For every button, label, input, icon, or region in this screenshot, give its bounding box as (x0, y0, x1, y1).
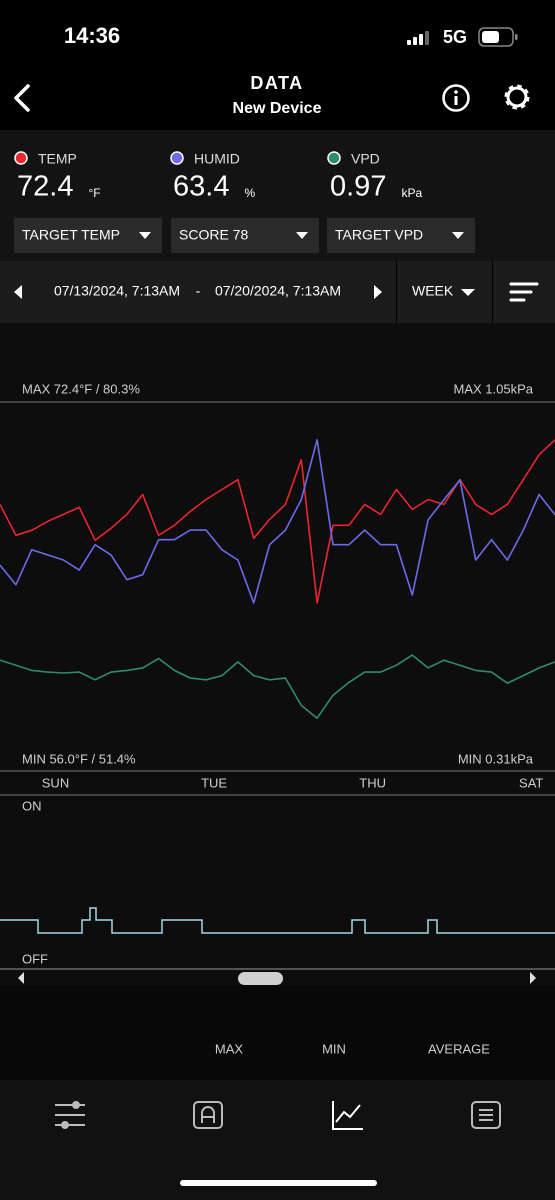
dropdown-label: TARGET VPD (335, 227, 423, 243)
reading-label: TEMP (38, 151, 77, 167)
stat-label: MAX (215, 1041, 244, 1056)
series-line (0, 439, 555, 604)
scroll-thumb[interactable] (238, 972, 283, 985)
stat-label: MIN (322, 1041, 346, 1056)
date-bar-bg (0, 261, 555, 323)
header-title: DATA (250, 73, 303, 93)
prev-button[interactable] (14, 285, 22, 299)
reading-label: VPD (351, 151, 380, 167)
dropdown[interactable]: TARGET TEMP (14, 218, 162, 253)
date-start: 07/13/2024, 7:13AM (54, 283, 180, 299)
reading-value: 72.4 (17, 171, 73, 203)
series-line (0, 654, 555, 719)
period-dropdown[interactable]: WEEK (412, 283, 475, 299)
info-button[interactable] (442, 84, 470, 112)
legend-dot (14, 151, 28, 165)
battery-icon (478, 27, 518, 47)
dropdown[interactable]: TARGET VPD (327, 218, 475, 253)
date-separator: - (196, 283, 201, 299)
tab-log[interactable] (471, 1101, 501, 1129)
stats-bg (0, 985, 555, 1080)
dropdown-label: TARGET TEMP (22, 227, 120, 243)
signal-icon (407, 31, 429, 45)
period-label: WEEK (412, 283, 454, 299)
legend-dot (327, 151, 341, 165)
reading-unit: °F (88, 186, 100, 200)
on-label: ON (22, 798, 42, 813)
min-label: MIN 56.0°F / 51.4% (22, 751, 136, 766)
x-tick-label: TUE (201, 775, 227, 790)
dropdown[interactable]: SCORE 78 (171, 218, 319, 253)
network-label: 5G (443, 27, 467, 47)
home-indicator (180, 1180, 377, 1186)
reading-value: 0.97 (330, 171, 386, 203)
chart-bg (0, 323, 555, 985)
divider (492, 261, 493, 323)
x-tick-label: THU (359, 775, 386, 790)
next-button[interactable] (374, 285, 382, 299)
reading-value: 63.4 (173, 171, 229, 203)
series-line (0, 439, 555, 604)
readings: TEMP 72.4 °F HUMID 63.4 % VPD 0.97 kPa (14, 151, 422, 203)
back-button[interactable] (14, 84, 30, 112)
status-time: 14:36 (64, 23, 120, 48)
legend-dot (170, 151, 184, 165)
date-end: 07/20/2024, 7:13AM (215, 283, 341, 299)
dropdown-label: SCORE 78 (179, 227, 248, 243)
scroll-right[interactable] (530, 972, 536, 984)
x-tick-label: SUN (42, 775, 69, 790)
divider (396, 261, 397, 323)
tab-auto[interactable] (193, 1101, 223, 1129)
header-subtitle: New Device (233, 100, 322, 117)
max-label: MAX 72.4°F / 80.3% (22, 381, 140, 396)
x-tick-label: SAT (519, 775, 543, 790)
settings-button[interactable] (504, 84, 530, 110)
sort-button[interactable] (509, 282, 539, 302)
device-state-line (0, 907, 555, 934)
reading-unit: kPa (401, 186, 422, 200)
scroll-left[interactable] (18, 972, 24, 984)
tab-data[interactable] (332, 1101, 363, 1130)
plot: SUN TUE THU SAT (0, 439, 555, 790)
min-label-right: MIN 0.31kPa (458, 751, 534, 766)
stat-label: AVERAGE (428, 1041, 490, 1056)
max-label-right: MAX 1.05kPa (454, 381, 534, 396)
tab-controls[interactable] (55, 1101, 85, 1129)
off-label: OFF (22, 951, 48, 966)
reading-unit: % (244, 186, 255, 200)
reading-label: HUMID (194, 151, 240, 167)
